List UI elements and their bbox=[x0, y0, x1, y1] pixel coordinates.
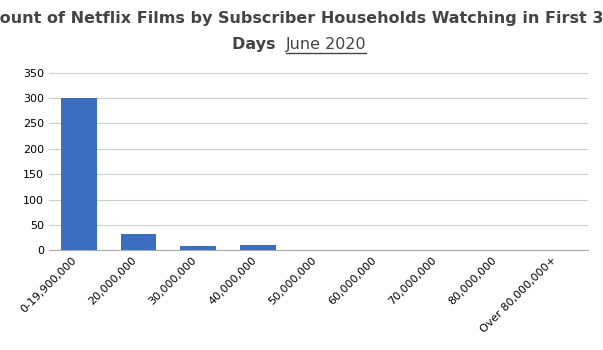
Text: Days June 2020: Days June 2020 bbox=[0, 349, 1, 350]
Text: Days: Days bbox=[0, 349, 1, 350]
Text: June 2020: June 2020 bbox=[286, 37, 367, 52]
Text: Count of Netflix Films by Subscriber Households Watching in First 30: Count of Netflix Films by Subscriber Hou… bbox=[0, 10, 603, 26]
Bar bbox=[180, 246, 216, 250]
Bar bbox=[121, 233, 157, 250]
Bar bbox=[60, 98, 96, 250]
Bar bbox=[241, 245, 276, 250]
Text: Days: Days bbox=[232, 37, 281, 52]
